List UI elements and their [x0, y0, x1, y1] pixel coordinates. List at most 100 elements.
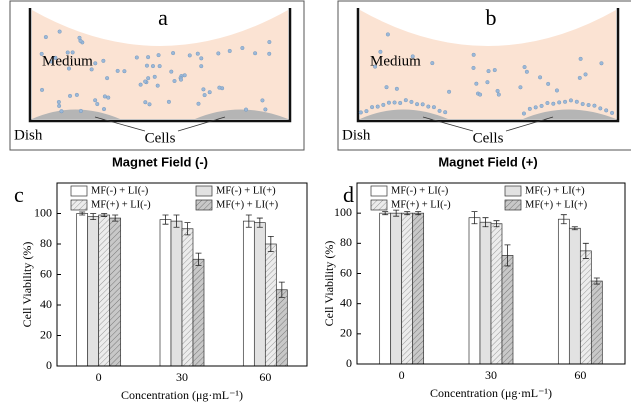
- particle: [527, 106, 532, 111]
- particle: [172, 78, 177, 83]
- particle: [78, 108, 83, 113]
- bar: [76, 213, 89, 367]
- legend-label: MF(-) + LI(-): [91, 185, 149, 196]
- particle: [166, 99, 171, 104]
- bar: [379, 212, 392, 365]
- y-tick-label: 100: [34, 205, 52, 219]
- panel-label: c: [14, 182, 24, 207]
- legend-swatch: [370, 185, 388, 197]
- y-tick-label: 60: [340, 265, 352, 279]
- bar: [412, 212, 425, 365]
- bar: [98, 214, 111, 367]
- diagram: b Medium Dish Cells Magnet Field (+): [337, 0, 631, 169]
- particle: [260, 98, 265, 103]
- particle: [49, 59, 54, 64]
- bar: [170, 220, 183, 367]
- y-tick-label: 80: [40, 236, 52, 250]
- particle: [551, 101, 556, 106]
- legend-swatch: [504, 199, 522, 211]
- x-tick-label: 0: [399, 368, 405, 382]
- particle: [604, 108, 609, 113]
- pointer: [422, 116, 474, 132]
- dish: [28, 8, 292, 123]
- particle: [563, 99, 568, 104]
- cell: [32, 109, 120, 119]
- error-bar: [245, 214, 252, 228]
- particle: [101, 58, 106, 63]
- bar: [590, 280, 603, 365]
- particle: [539, 103, 544, 108]
- particle: [147, 102, 152, 107]
- pointer: [94, 116, 146, 132]
- error-bar: [112, 214, 119, 222]
- panel-label: b: [486, 5, 497, 30]
- particle: [146, 55, 151, 60]
- particle: [610, 110, 615, 115]
- particle: [545, 100, 550, 105]
- particle: [134, 55, 139, 60]
- y-tick-label: 20: [40, 327, 52, 341]
- x-tick-label: 30: [485, 368, 497, 382]
- particle: [492, 68, 497, 73]
- bar: [490, 223, 503, 365]
- cell: [523, 109, 616, 119]
- particle: [65, 50, 70, 55]
- particle: [93, 61, 98, 66]
- particle: [146, 76, 151, 81]
- bar: [192, 258, 205, 367]
- particle: [518, 85, 523, 90]
- particle: [201, 87, 206, 92]
- particle: [182, 73, 187, 78]
- axes-frame: [356, 182, 626, 365]
- error-bar: [393, 209, 400, 217]
- particle: [66, 66, 71, 71]
- particle: [77, 35, 82, 40]
- pointer: [505, 116, 554, 132]
- particle: [144, 63, 149, 68]
- error-bar: [482, 217, 489, 228]
- particle: [471, 52, 476, 57]
- legend-swatch: [195, 185, 213, 197]
- legend-swatch: [195, 199, 213, 211]
- caption: Magnet Field (-): [112, 154, 208, 169]
- caption: Magnet Field (+): [438, 154, 537, 169]
- bar: [479, 221, 492, 365]
- particle: [577, 75, 582, 80]
- panel-frame: [337, 0, 631, 151]
- particle: [155, 83, 160, 88]
- error-bar: [560, 214, 567, 225]
- legend-label: MF(+) + LI(+): [525, 199, 588, 210]
- legend-label: MF(+) + LI(-): [391, 199, 451, 210]
- legend-swatch: [70, 185, 88, 197]
- bar: [264, 243, 277, 367]
- particle: [533, 105, 538, 110]
- y-tick-label: 0: [46, 358, 52, 372]
- particle: [358, 110, 363, 115]
- error-bar: [504, 244, 511, 267]
- particle: [70, 50, 75, 55]
- particle: [169, 69, 174, 74]
- x-tick-label: 60: [259, 370, 271, 384]
- particle: [474, 81, 479, 86]
- bar: [568, 227, 581, 365]
- particle: [43, 35, 48, 40]
- particle: [403, 98, 408, 103]
- bar: [87, 216, 100, 367]
- particle: [95, 102, 100, 107]
- error-bar: [493, 220, 500, 228]
- particle: [202, 93, 207, 98]
- error-bar: [173, 214, 180, 228]
- particle: [385, 32, 390, 37]
- legend-swatch: [70, 199, 88, 211]
- x-tick-label: 30: [176, 370, 188, 384]
- particle: [240, 45, 245, 50]
- dish-label: Dish: [342, 127, 371, 143]
- particle: [386, 100, 391, 105]
- particle: [138, 82, 143, 87]
- bar: [159, 219, 172, 367]
- error-bar: [571, 226, 578, 231]
- particle: [152, 74, 157, 79]
- particle: [267, 51, 272, 56]
- legend-label: MF(-) + LI(+): [525, 185, 585, 196]
- particle: [143, 79, 148, 84]
